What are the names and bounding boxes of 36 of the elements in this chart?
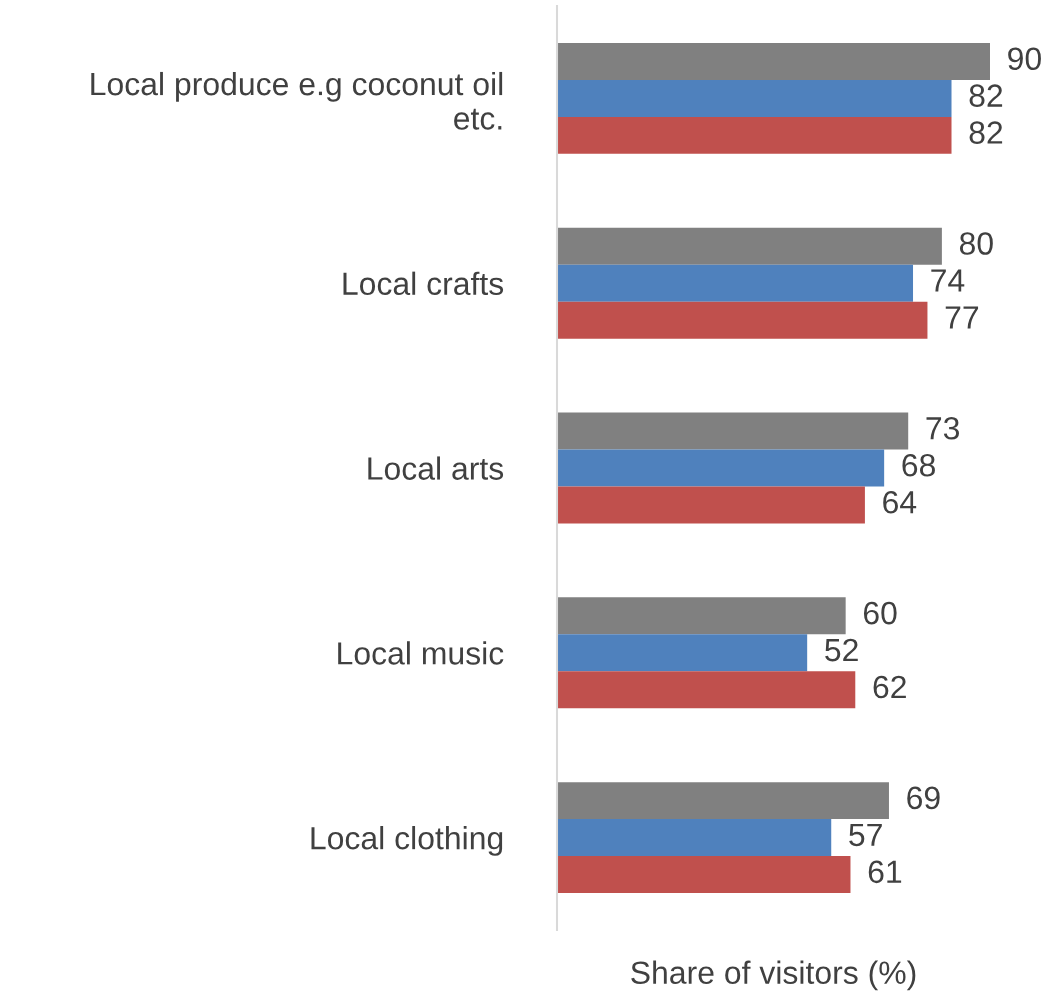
bar: [557, 856, 851, 894]
bar: [557, 227, 942, 265]
data-label: 60: [863, 601, 897, 625]
data-label: 57: [849, 823, 882, 847]
data-label: 80: [959, 232, 993, 255]
bar: [557, 486, 865, 524]
bar: [557, 634, 808, 672]
data-label: 64: [883, 490, 917, 514]
data-label: 90: [1008, 47, 1041, 71]
data-label: 68: [902, 453, 935, 477]
bar: [557, 42, 990, 80]
bar: [557, 671, 856, 709]
data-label: 69: [907, 786, 940, 810]
data-label: 62: [873, 675, 906, 699]
data-label: 82: [969, 84, 1003, 107]
y-tick-label: Local music: [338, 641, 504, 665]
bar: [557, 412, 909, 450]
bar: [557, 116, 952, 154]
data-label: 73: [926, 416, 960, 440]
y-tick-label: Local produce e.g coconut oil etc.: [91, 71, 503, 130]
x-axis-title: Share of visitors (%): [631, 960, 916, 991]
y-tick-label: Local arts: [368, 456, 504, 480]
bar: [557, 301, 928, 339]
data-label: 74: [931, 269, 965, 292]
bar: [557, 449, 885, 487]
bar: [557, 597, 846, 635]
data-label: 52: [825, 638, 858, 662]
data-label: 77: [945, 306, 979, 329]
bar: [557, 819, 832, 857]
bar: [557, 782, 889, 820]
data-label: 82: [969, 121, 1003, 144]
y-tick-label: Local clothing: [311, 826, 503, 856]
data-label: 61: [868, 860, 902, 884]
bar: [557, 264, 914, 302]
y-tick-label: Local crafts: [343, 271, 504, 296]
bar: [557, 79, 952, 117]
